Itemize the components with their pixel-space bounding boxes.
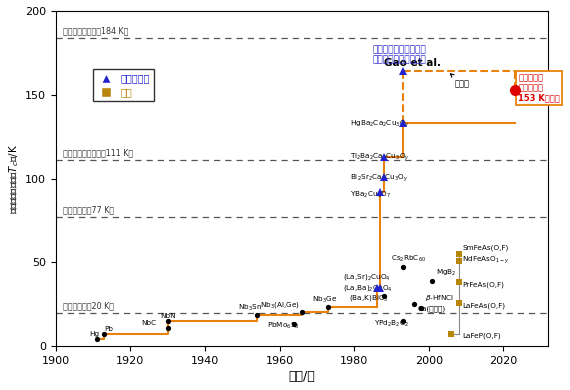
X-axis label: 西暦/年: 西暦/年 [288,370,315,383]
Text: SmFeAs(O,F): SmFeAs(O,F) [462,244,508,251]
Text: LaFeP(O,F): LaFeP(O,F) [462,333,501,339]
Text: NbN: NbN [160,312,176,319]
Text: Tl$_2$Ba$_2$Ca$_2$Cu$_3$O$_y$: Tl$_2$Ba$_2$Ca$_2$Cu$_3$O$_y$ [351,152,410,163]
Text: Nb$_3$Sn: Nb$_3$Sn [238,303,262,314]
Text: Nb$_3$(Al,Ge): Nb$_3$(Al,Ge) [259,300,299,310]
Text: Bi$_2$Sr$_2$Ca$_2$Cu$_3$O$_y$: Bi$_2$Sr$_2$Ca$_2$Cu$_3$O$_y$ [351,172,409,184]
Text: Gao et al.: Gao et al. [384,58,441,68]
Text: LaFeAs(O,F): LaFeAs(O,F) [462,303,505,309]
Text: YBa$_2$Cu$_3$O$_7$: YBa$_2$Cu$_3$O$_7$ [351,190,392,200]
Text: NbC: NbC [141,320,156,326]
Text: 窒素の沸点（77 K）: 窒素の沸点（77 K） [63,206,115,214]
Y-axis label: 超伝導臨界温度（$T_c$）/K: 超伝導臨界温度（$T_c$）/K [7,144,21,214]
Text: ゼロ抵抗は達成できず: ゼロ抵抗は達成できず [372,46,426,55]
Text: NdFeAsO$_{1-y}$: NdFeAsO$_{1-y}$ [462,254,510,266]
Text: Cs$_2$RbC$_{60}$: Cs$_2$RbC$_{60}$ [392,254,427,264]
Text: Nb$_3$Ge: Nb$_3$Ge [312,295,337,305]
Text: 液化天然ガス温度（111 K）: 液化天然ガス温度（111 K） [63,149,133,158]
Text: Ca(高圧下): Ca(高圧下) [418,305,446,312]
Legend: 銅酸化物系, 鉄系: 銅酸化物系, 鉄系 [92,69,154,101]
Text: 水素の沸点（20 K）: 水素の沸点（20 K） [63,301,114,310]
Text: 南極の最低気温（184 K）: 南極の最低気温（184 K） [63,26,129,35]
Text: (La,Ba)$_2$CuO$_4$: (La,Ba)$_2$CuO$_4$ [343,284,393,293]
Text: PbMo$_6$S$_8$: PbMo$_6$S$_8$ [267,321,300,331]
Text: 本研究成果
ゼロ抵抗を
153 Kで確認: 本研究成果 ゼロ抵抗を 153 Kで確認 [518,73,560,103]
Text: PrFeAs(O,F): PrFeAs(O,F) [462,281,504,287]
Text: Pb: Pb [104,326,113,332]
Text: YPd$_2$B$_2$C$_2$: YPd$_2$B$_2$C$_2$ [374,318,409,328]
Text: (La,Sr)$_2$CuO$_4$: (La,Sr)$_2$CuO$_4$ [343,273,391,282]
Text: Hg: Hg [89,331,99,337]
Text: ゼロ抵抗は達成できず: ゼロ抵抗は達成できず [372,55,426,64]
Text: MgB$_2$: MgB$_2$ [436,268,457,278]
Text: (Ba,K)BiO$_3$: (Ba,K)BiO$_3$ [349,292,389,303]
Text: HgBa$_2$Ca$_2$Cu$_3$O$_y$: HgBa$_2$Ca$_2$Cu$_3$O$_y$ [351,119,410,130]
Text: 高圧下: 高圧下 [450,74,470,89]
Text: $\beta$-HfNCl: $\beta$-HfNCl [425,292,454,303]
